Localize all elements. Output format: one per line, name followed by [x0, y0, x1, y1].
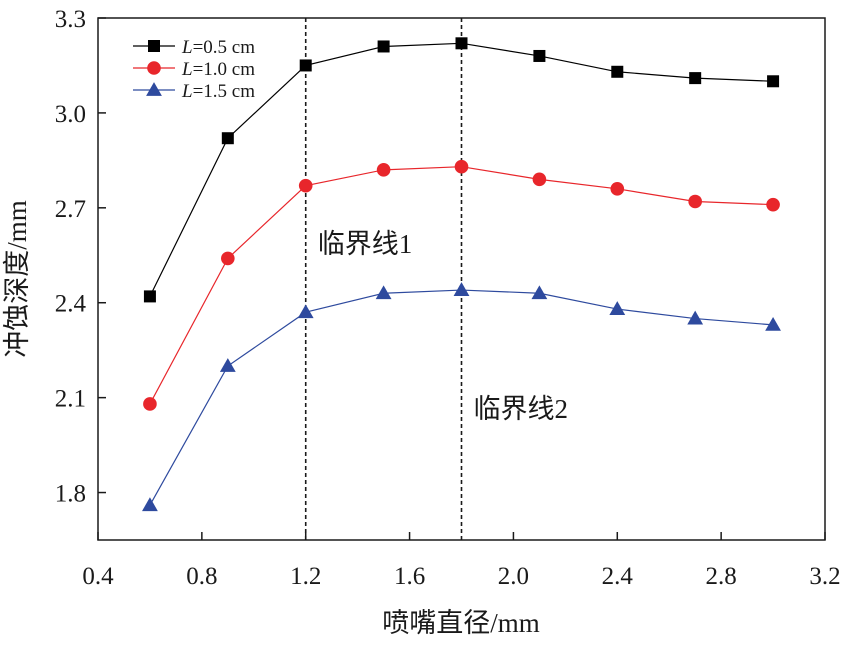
legend-label: L=0.5 cm [181, 37, 255, 58]
data-point [533, 49, 546, 62]
data-point [531, 285, 548, 300]
legend-marker [148, 40, 160, 52]
y-tick-label: 2.7 [55, 196, 86, 223]
data-point [610, 182, 625, 196]
legend-variable: L [181, 37, 193, 58]
data-point [221, 251, 235, 266]
data-point [611, 65, 624, 78]
data-point [766, 197, 780, 212]
legend-value: =1.5 cm [193, 81, 256, 102]
y-axis-title: 冲蚀深度/mm [2, 200, 32, 358]
data-point [689, 72, 702, 85]
x-tick-label: 0.4 [82, 563, 114, 590]
data-point [219, 358, 236, 372]
critical-line-label: 临界线1 [318, 229, 413, 259]
x-tick-label: 2.0 [498, 563, 529, 590]
y-tick-label: 3.3 [55, 6, 86, 33]
data-point [767, 75, 780, 88]
data-point [143, 397, 157, 411]
data-point [298, 178, 313, 193]
critical-lines: 临界线1 临界线2 [304, 18, 569, 540]
x-tick-label: 3.2 [809, 563, 840, 590]
data-point [455, 37, 468, 50]
x-tick-label: 2.8 [706, 563, 737, 590]
data-point [299, 59, 312, 72]
legend-marker [146, 82, 162, 96]
data-point [765, 316, 781, 331]
data-point [454, 159, 469, 174]
data-point [297, 304, 314, 319]
legend-label: L=1.0 cm [181, 59, 255, 80]
y-tick-label: 3.0 [55, 101, 86, 128]
legend-variable: L [181, 59, 193, 80]
legend: L=0.5 cmL=1.0 cmL=1.5 cm [133, 37, 255, 102]
legend-marker [147, 61, 161, 75]
x-tick-label: 1.2 [290, 563, 321, 590]
data-point [688, 194, 702, 209]
data-point [453, 282, 470, 296]
data-point [142, 497, 158, 512]
data-point [687, 310, 704, 325]
data-point [609, 301, 626, 315]
data-point [532, 172, 547, 187]
legend-value: =1.0 cm [193, 59, 256, 80]
series-layer [142, 37, 781, 512]
legend-value: =0.5 cm [193, 37, 256, 58]
y-tick-label: 2.1 [55, 386, 86, 413]
y-tick-label: 1.8 [55, 481, 86, 508]
data-point [143, 290, 156, 303]
x-tick-label: 1.6 [394, 563, 425, 590]
y-tick-label: 2.4 [55, 291, 87, 318]
axes: 0.4 0.8 1.2 1.6 2.0 2.4 2.8 3.2 1.8 2.1 2.4 2.7 3.0 3… [55, 6, 841, 590]
x-tick-label: 0.8 [186, 563, 217, 590]
data-point [375, 285, 392, 300]
data-point [377, 40, 390, 53]
x-tick-label: 2.4 [602, 563, 634, 590]
x-axis-title: 喷嘴直径/mm [382, 608, 540, 638]
critical-line-label: 临界线2 [474, 394, 569, 424]
legend-variable: L [181, 81, 193, 102]
data-point [221, 132, 234, 145]
data-point [376, 163, 391, 177]
legend-label: L=1.5 cm [181, 81, 255, 102]
